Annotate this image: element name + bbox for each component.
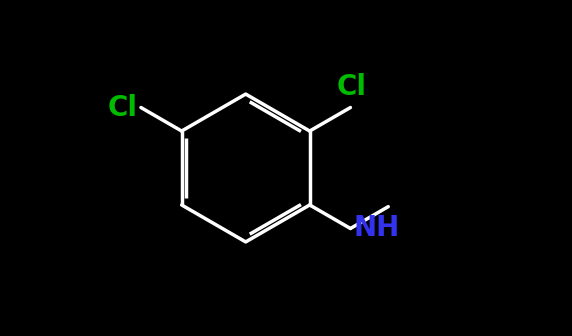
- Text: Cl: Cl: [337, 73, 367, 101]
- Text: Cl: Cl: [108, 93, 137, 122]
- Text: NH: NH: [354, 214, 400, 243]
